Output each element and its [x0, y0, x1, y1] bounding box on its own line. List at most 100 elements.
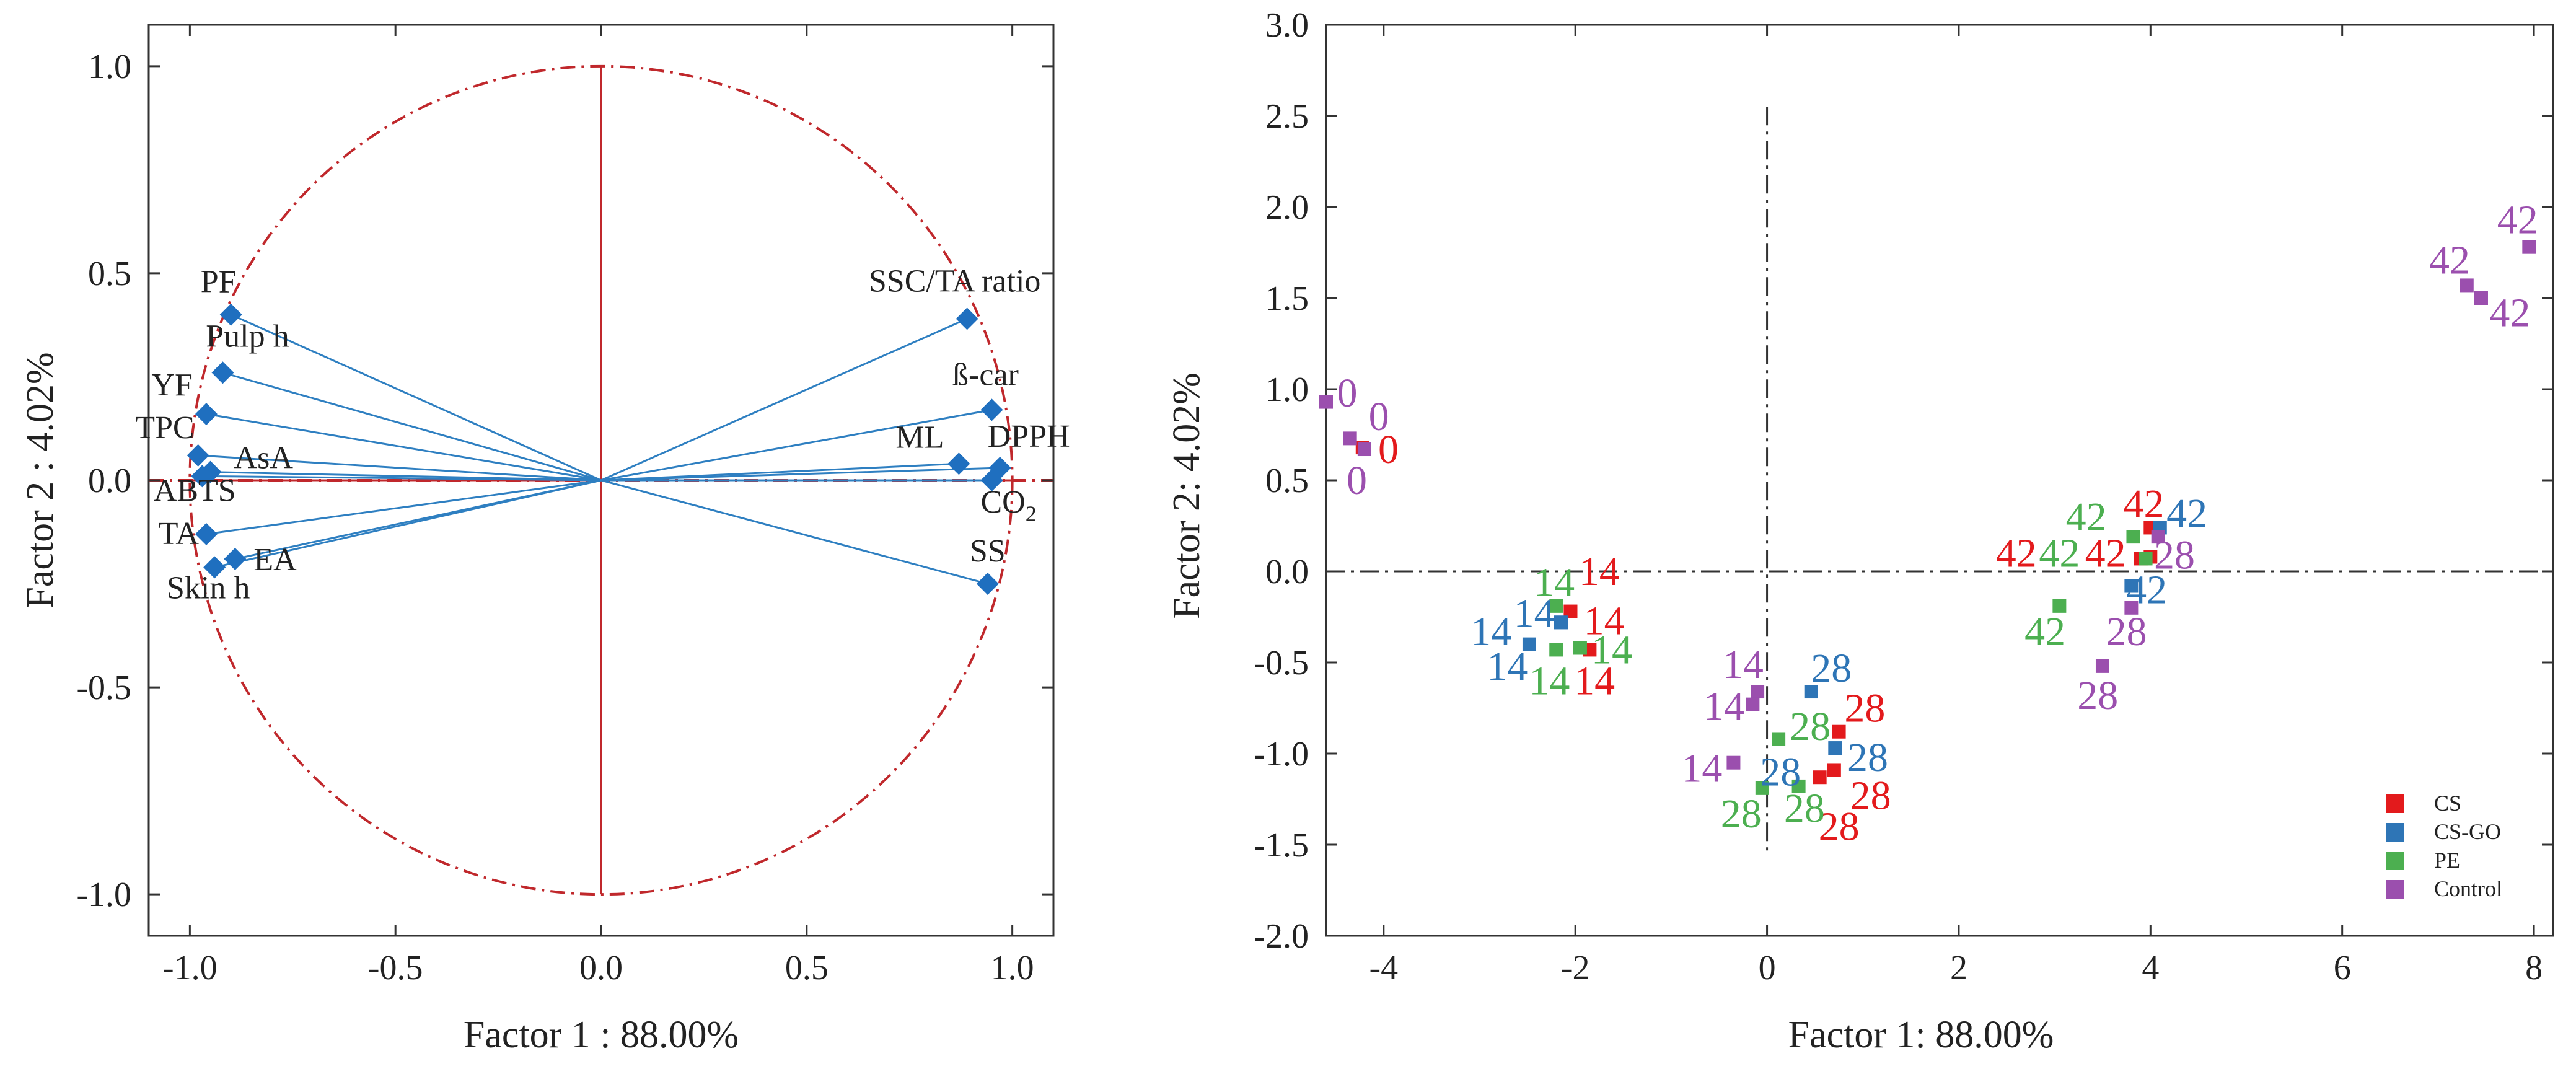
- loading-marker-ml: [947, 452, 970, 475]
- loading-vector-pf: [231, 314, 602, 482]
- legend-label-cs: CS: [2434, 791, 2461, 816]
- score-point-control: [1357, 442, 1371, 457]
- score-point-control: [2474, 291, 2488, 305]
- y-tick-label: 1.5: [1265, 279, 1309, 318]
- score-label-cs-go: 14: [1487, 644, 1528, 689]
- scores-plot-frame: [1325, 24, 2554, 937]
- x-tick-label: -1.0: [162, 949, 218, 987]
- score-label-control: 28: [2106, 609, 2147, 654]
- x-tick-label: -0.5: [368, 949, 423, 987]
- y-tick-label: -1.0: [1254, 735, 1309, 773]
- score-label-pe: 28: [1784, 786, 1825, 831]
- loading-marker-co: [980, 469, 1003, 491]
- variable-label-yf: YF: [151, 367, 192, 403]
- score-label-control: 42: [2497, 198, 2538, 243]
- loading-marker-ss: [976, 573, 999, 596]
- scores-markers: [1319, 240, 2536, 795]
- loading-marker-pf: [219, 303, 242, 326]
- scores-x-axis-label: Factor 1: 88.00%: [1788, 1014, 2054, 1056]
- score-point-control: [1746, 697, 1760, 711]
- loading-vector-yf: [206, 413, 602, 482]
- x-tick-label: 0: [1759, 949, 1776, 987]
- loading-marker-pulp-h: [211, 361, 234, 384]
- score-point-control: [2522, 240, 2536, 254]
- loading-vector-ta: [206, 479, 602, 535]
- loading-marker-ssc-ta-ratio: [956, 307, 978, 330]
- scores-legend: CS CS-GO PE Control: [2386, 791, 2502, 901]
- y-tick-label: -2.0: [1254, 917, 1309, 956]
- y-tick-label: 2.5: [1265, 97, 1309, 136]
- score-label-control: 0: [1337, 371, 1358, 416]
- variable-label-tpc: TPC: [135, 410, 194, 446]
- score-label-pe: 42: [2066, 495, 2107, 540]
- score-label-cs-go: 14: [1514, 591, 1555, 636]
- y-tick-label: 0.0: [1265, 553, 1309, 591]
- score-label-control: 14: [1681, 746, 1722, 791]
- score-point-pe: [1573, 641, 1587, 655]
- score-label-pe: 14: [1529, 658, 1570, 703]
- scores-y-axis-label: Factor 2: 4.02%: [1166, 372, 1208, 619]
- loadings-x-axis-label: Factor 1 : 88.00%: [464, 1014, 739, 1056]
- loading-vector-dpph: [600, 467, 1000, 482]
- x-tick-label: 0.0: [579, 949, 623, 987]
- score-point-control: [1319, 395, 1333, 409]
- score-point-pe: [1549, 643, 1563, 657]
- score-label-control: 14: [1703, 684, 1744, 729]
- score-point-cs-go: [1522, 637, 1536, 651]
- score-label-pe: 42: [2024, 609, 2065, 654]
- score-label-pe: 28: [1790, 704, 1831, 749]
- scores-reference-lines: [1326, 107, 2553, 854]
- score-point-pe: [2126, 530, 2140, 544]
- loading-vector-ss: [600, 479, 988, 585]
- y-tick-label: 3.0: [1265, 6, 1309, 45]
- y-tick-label: 0.0: [88, 462, 131, 500]
- loading-marker-car: [980, 398, 1003, 421]
- score-point-pe: [1549, 599, 1563, 613]
- x-tick-label: 4: [2142, 949, 2159, 987]
- score-label-control: 42: [2429, 237, 2470, 283]
- variable-label-ss: SS: [970, 534, 1006, 569]
- loading-vector-car: [600, 408, 992, 482]
- score-point-control: [1343, 431, 1357, 446]
- loading-marker-skin-h: [203, 556, 226, 579]
- y-tick-label: 0.5: [88, 255, 131, 293]
- y-tick-label: -1.5: [1254, 826, 1309, 865]
- score-label-cs: 14: [1579, 549, 1620, 594]
- score-label-cs: 28: [1844, 686, 1885, 731]
- score-label-pe: 14: [1591, 627, 1632, 672]
- y-tick-label: -1.0: [76, 876, 131, 914]
- scores-plot: -4 -2 0 2 4 6 8 -2.0 -1.5 -1.0 -0.5 0.0 0.5 1.0 1.5 2.0…: [1166, 6, 2554, 1056]
- loading-vector-ssc-ta-ratio: [600, 318, 968, 482]
- legend-swatch-control: [2386, 880, 2404, 899]
- score-label-pe: 28: [1721, 791, 1762, 837]
- x-tick-label: 6: [2334, 949, 2351, 987]
- score-label-cs-go: 42: [2166, 491, 2207, 536]
- score-label-pe: 14: [1534, 560, 1575, 605]
- loadings-y-axis-label: Factor 2 : 4.02%: [19, 352, 61, 608]
- variable-label-skin-h: Skin h: [167, 570, 250, 605]
- score-label-control: 0: [1347, 458, 1367, 503]
- loadings-vectors: [198, 314, 1000, 585]
- x-tick-label: 2: [1950, 949, 1967, 987]
- legend-swatch-cs-go: [2386, 823, 2404, 842]
- loading-vector-abts: [202, 475, 602, 482]
- x-tick-label: 1.0: [991, 949, 1034, 987]
- score-point-control: [1751, 685, 1765, 699]
- scores-axis-ticks: -4 -2 0 2 4 6 8 -2.0 -1.5 -1.0 -0.5 0.0 0.5 1.0 1.5 2.0…: [1254, 6, 2553, 987]
- score-label-control: 42: [2489, 291, 2530, 336]
- score-label-cs: 28: [1850, 773, 1891, 819]
- x-tick-label: -4: [1369, 949, 1398, 987]
- variable-label-pf: PF: [201, 265, 237, 300]
- loading-marker-yf: [195, 403, 218, 426]
- score-point-cs: [1827, 763, 1841, 777]
- score-point-cs-go: [1828, 741, 1842, 755]
- variable-label-abts: ABTS: [154, 473, 236, 508]
- score-label-cs: 42: [2123, 482, 2164, 527]
- loadings-axis-ticks: -1.0 -0.5 0.0 0.5 1.0 -1.0 -0.5 0.0 0.5 1.0: [76, 25, 1053, 987]
- score-label-cs-go: 28: [1847, 735, 1888, 780]
- legend-label-pe: PE: [2434, 848, 2460, 873]
- loadings-plot: -1.0 -0.5 0.0 0.5 1.0 -1.0 -0.5 0.0 0.5 1.0 PF Pul…: [19, 24, 1070, 1056]
- score-point-pe: [1755, 781, 1769, 795]
- variable-label-ea: EA: [253, 542, 297, 578]
